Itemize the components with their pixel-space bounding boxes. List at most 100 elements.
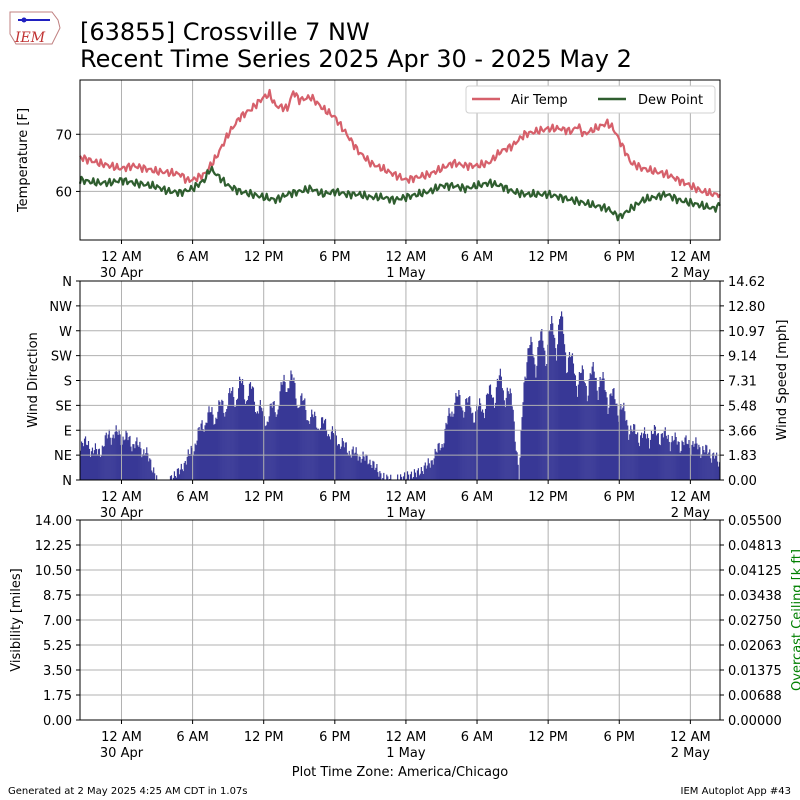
- visibility-tick-label: 7.00: [43, 614, 72, 629]
- wind-speed-bar: [153, 467, 155, 480]
- wind-speed-bar: [700, 458, 702, 480]
- wind-speed-bar: [332, 433, 335, 480]
- wind-speed-bar: [554, 337, 556, 480]
- wind-speed-bar: [694, 443, 696, 480]
- wind-speed-bar: [652, 433, 655, 480]
- wind-speed-bar: [217, 411, 219, 480]
- wind-speed-bar: [196, 440, 198, 480]
- wind-speed-bar: [659, 445, 661, 480]
- wind-speed-bar: [240, 379, 242, 480]
- wind-speed-bar: [426, 465, 428, 480]
- wind-speed-bar: [602, 372, 604, 480]
- wind-speed-bar: [479, 398, 481, 480]
- wind-speed-bar: [416, 470, 418, 480]
- wind-speed-bar: [542, 340, 544, 480]
- wind-speed-bar: [234, 406, 236, 480]
- wind-speed-bar: [140, 448, 142, 480]
- wind-speed-bar: [348, 450, 350, 480]
- wind-speed-bar: [507, 391, 509, 480]
- speed-tick-label: 1.83: [728, 449, 757, 464]
- wind-speed-bar: [358, 456, 360, 480]
- wind-speed-bar: [341, 438, 343, 480]
- wind-speed-bar: [101, 445, 103, 480]
- wind-speed-bar: [658, 444, 660, 480]
- wind-speed-bar: [420, 467, 422, 480]
- wind-speed-bar: [448, 407, 450, 480]
- direction-tick-label: N: [62, 275, 72, 290]
- wind-speed-bar: [105, 432, 107, 480]
- x-tick-date: 1 May: [386, 266, 426, 281]
- wind-speed-bar: [443, 443, 445, 480]
- wind-speed-bar: [224, 416, 226, 480]
- wind-speed-bar: [211, 407, 213, 480]
- wind-speed-bar: [424, 462, 426, 480]
- wind-speed-bar: [98, 448, 100, 480]
- x-tick-label: 6 AM: [176, 490, 209, 505]
- wind-speed-bar: [474, 422, 476, 480]
- wind-speed-bar: [406, 471, 409, 480]
- wind-speed-bar: [121, 444, 123, 480]
- wind-speed-bar: [347, 454, 349, 480]
- wind-speed-bar: [485, 394, 488, 480]
- wind-speed-bar: [145, 453, 147, 480]
- wind-speed-bar: [142, 454, 144, 480]
- direction-tick-label: SW: [51, 350, 72, 365]
- wind-speed-bar: [209, 412, 211, 480]
- ceiling-tick-label: 0.02063: [728, 639, 782, 654]
- direction-tick-label: NW: [49, 300, 72, 315]
- x-tick-label: 6 PM: [319, 730, 350, 745]
- wind-speed-bar: [606, 397, 608, 480]
- time-zone-xlabel: Plot Time Zone: America/Chicago: [292, 765, 508, 780]
- wind-speed-bar: [514, 441, 516, 480]
- wind-speed-bar: [212, 414, 214, 480]
- wind-speed-bar: [707, 454, 709, 480]
- temperature-lines: [78, 88, 721, 222]
- wind-speed-bar: [593, 371, 595, 480]
- wind-speed-bar: [427, 458, 429, 480]
- wind-speed-bar: [439, 450, 441, 480]
- wind-speed-bar: [673, 439, 675, 480]
- wind-speed-bar: [482, 412, 485, 480]
- wind-speed-bar: [425, 468, 427, 480]
- x-tick-label: 12 PM: [244, 250, 284, 265]
- wind-speed-bar: [471, 413, 473, 480]
- wind-speed-bar: [614, 399, 616, 480]
- wind-speed-bar: [128, 437, 130, 480]
- wind-speed-bar: [226, 409, 228, 480]
- wind-speed-bar: [376, 464, 378, 480]
- wind-speed-bar: [315, 416, 317, 480]
- chart-title-line1: [63855] Crossville 7 NW: [80, 18, 370, 46]
- wind-speed-bar: [449, 413, 451, 480]
- wind-speed-bar: [95, 449, 97, 480]
- x-tick-date: 1 May: [386, 506, 426, 521]
- wind-speed-bar: [99, 457, 101, 480]
- wind-speed-bar: [410, 471, 413, 480]
- wind-speed-bar: [617, 415, 619, 480]
- wind-speed-bar: [695, 437, 697, 480]
- wind-speed-bar: [198, 427, 200, 480]
- wind-speed-bar: [678, 442, 680, 480]
- direction-tick-label: N: [62, 474, 72, 489]
- wind-speed-bar: [523, 382, 525, 480]
- wind-speed-bar: [632, 431, 634, 480]
- wind-speed-bar: [227, 406, 229, 480]
- wind-speed-bar: [708, 452, 710, 480]
- wind-speed-bar: [516, 452, 518, 480]
- wind-speed-bar: [266, 421, 268, 480]
- x-tick-date: 30 Apr: [100, 506, 144, 521]
- wind-speed-bar: [458, 390, 460, 480]
- x-tick-label: 6 AM: [461, 250, 494, 265]
- wind-speed-bar: [712, 453, 714, 480]
- wind-speed-bar: [87, 441, 90, 480]
- wind-speed-ylabel: Wind Speed [mph]: [775, 320, 790, 441]
- wind-speed-bar: [422, 474, 424, 480]
- wind-speed-bar: [475, 411, 477, 480]
- wind-speed-bar: [488, 385, 491, 480]
- y-tick-label: 60: [55, 185, 72, 200]
- wind-speed-bar: [524, 376, 526, 480]
- x-tick-date: 1 May: [386, 746, 426, 761]
- wind-speed-bar: [558, 324, 560, 480]
- ceiling-tick-label: 0.04125: [728, 564, 782, 579]
